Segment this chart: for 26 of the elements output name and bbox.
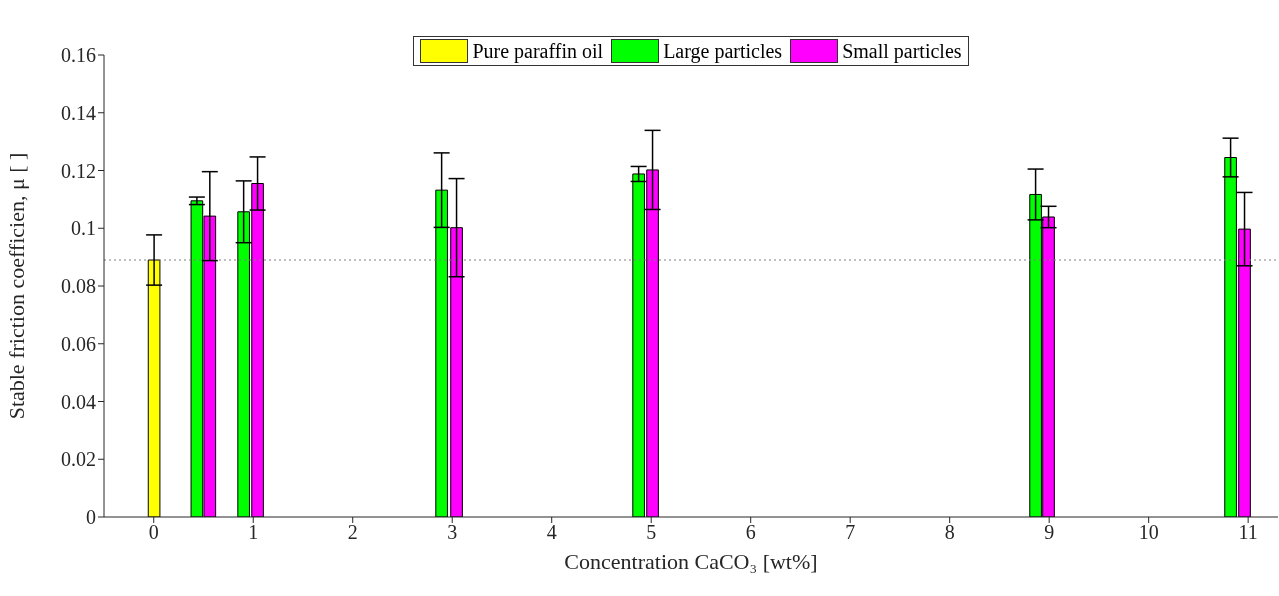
y-tick-label: 0.12 xyxy=(61,159,96,182)
y-tick-label: 0.08 xyxy=(61,275,96,298)
y-tick-label: 0 xyxy=(86,506,96,529)
y-tick-label: 0.1 xyxy=(71,217,96,240)
x-tick-label: 0 xyxy=(148,521,159,544)
x-tick-label: 1 xyxy=(248,521,259,544)
y-tick-label: 0.14 xyxy=(61,101,96,124)
x-tick-label: 10 xyxy=(1138,521,1159,544)
y-tick-label: 0.02 xyxy=(61,448,96,471)
legend-label: Small particles xyxy=(842,39,962,63)
x-tick-label: 9 xyxy=(1044,521,1055,544)
legend-label: Large particles xyxy=(663,39,783,63)
x-tick-label: 8 xyxy=(944,521,955,544)
x-tick-label: 2 xyxy=(347,521,358,544)
y-tick-label: 0.16 xyxy=(61,44,96,67)
x-tick-label: 3 xyxy=(447,521,458,544)
y-axis-title: Stable friction coefficien, μ [ ] xyxy=(3,152,29,420)
x-tick-label: 11 xyxy=(1238,521,1258,544)
x-tick-label: 7 xyxy=(845,521,856,544)
x-tick-label: 6 xyxy=(745,521,756,544)
x-tick-label: 5 xyxy=(646,521,657,544)
y-tick-label: 0.06 xyxy=(61,332,96,355)
x-tick-label: 4 xyxy=(546,521,557,544)
y-tick-label: 0.04 xyxy=(61,390,96,413)
x-axis-title: Concentration CaCO₃ [wt%] xyxy=(564,549,818,574)
legend-label: Pure paraffin oil xyxy=(472,39,604,63)
